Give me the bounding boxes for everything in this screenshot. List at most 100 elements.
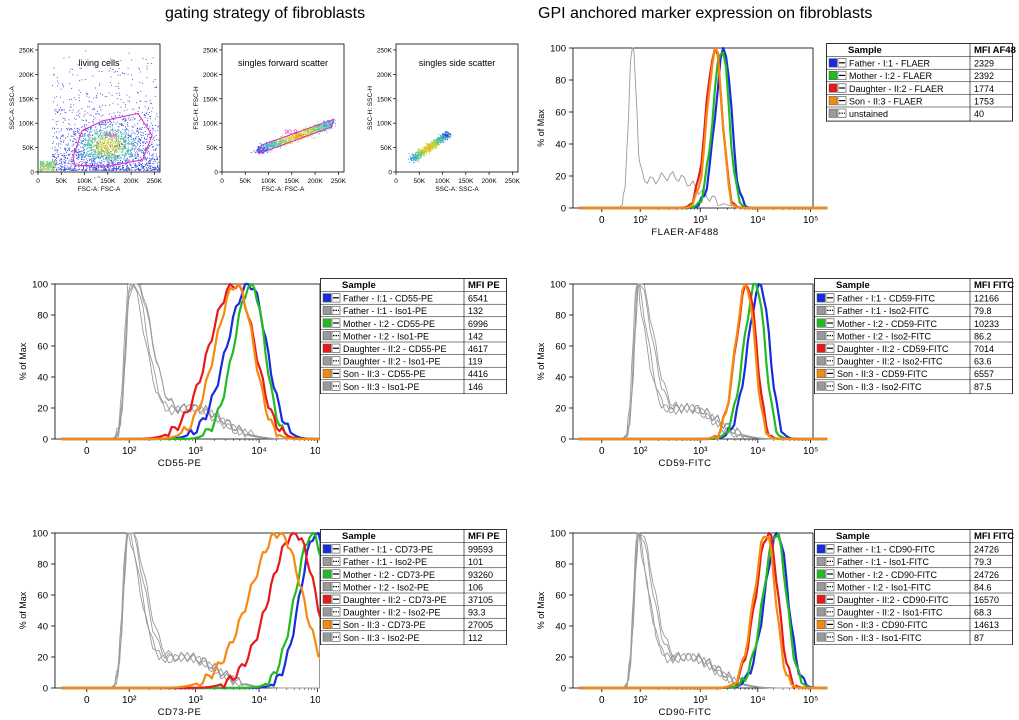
scatter-point (438, 140, 440, 142)
scatter-point (108, 141, 110, 143)
scatter-point (61, 161, 63, 163)
scatter-point (57, 138, 59, 140)
y-tick-label: 0 (30, 170, 34, 177)
scatter-point (140, 164, 142, 165)
scatter-point (124, 140, 126, 142)
scatter-point (117, 141, 119, 143)
x-tick-label: 50K (55, 178, 67, 185)
scatter-point (130, 84, 132, 86)
scatter-point (429, 150, 431, 152)
scatter-point (156, 162, 158, 164)
scatter-point (73, 131, 74, 133)
scatter-point (307, 129, 309, 131)
scatter-point (64, 148, 65, 150)
legend-series-name: Mother - I:2 - Iso1-FITC (837, 582, 932, 592)
scatter-point (96, 133, 98, 135)
scatter-point (306, 137, 308, 139)
scatter-point (128, 149, 130, 151)
scatter-point (67, 135, 69, 137)
scatter-point (94, 162, 96, 164)
scatter-point (84, 113, 86, 115)
scatter-point (157, 164, 159, 166)
scatter-point (152, 57, 154, 59)
scatter-point (142, 167, 144, 168)
scatter-point (63, 160, 65, 162)
scatter-point (139, 148, 141, 150)
scatter-point (113, 112, 115, 114)
scatter-point (97, 155, 99, 157)
scatter-point (281, 141, 283, 143)
scatter-point (77, 157, 79, 158)
scatter-point (80, 146, 82, 148)
scatter-point (111, 122, 113, 124)
scatter-point (149, 145, 151, 147)
scatter-point (422, 151, 424, 153)
scatter-point (140, 139, 142, 141)
scatter-point (84, 164, 86, 166)
scatter-point (448, 132, 450, 134)
x-tick-label: 0 (84, 695, 90, 706)
scatter-point (59, 147, 61, 149)
scatter-point (124, 145, 126, 147)
scatter-point (448, 133, 450, 135)
scatter-point (152, 169, 154, 171)
scatter-point (315, 130, 317, 132)
scatter-point (65, 160, 67, 162)
scatter-point (120, 151, 122, 153)
scatter-point (90, 129, 92, 131)
scatter-point (264, 144, 266, 146)
scatter-point (81, 67, 82, 69)
scatter-point (424, 146, 426, 148)
scatter-point (301, 133, 303, 135)
scatter-point (47, 169, 49, 171)
scatter-point (90, 143, 92, 145)
scatter-point (158, 168, 159, 170)
scatter-point (444, 135, 446, 137)
y-tick-label: 0 (561, 435, 566, 446)
scatter-point (250, 151, 252, 153)
scatter-point (274, 145, 276, 147)
scatter-point (132, 154, 134, 156)
scatter-point (321, 130, 323, 132)
scatter-point (284, 144, 286, 146)
y-tick-label: 80 (555, 311, 566, 322)
legend-mfi: 142 (468, 331, 483, 341)
scatter-point (414, 153, 416, 155)
scatter-point (125, 162, 127, 164)
scatter-point (81, 79, 83, 81)
scatter-point (88, 144, 90, 146)
scatter-point (81, 140, 83, 142)
scatter-point (107, 167, 109, 169)
scatter-point (319, 124, 321, 126)
scatter-point (289, 137, 291, 139)
scatter-point (59, 107, 61, 109)
scatter-point (64, 161, 66, 163)
scatter-point (422, 150, 424, 152)
legend-series-name: Mother - I:2 - CD55-PE (343, 319, 435, 329)
scatter-point (97, 141, 98, 143)
legend-series-name: Father - I:1 - Iso1-PE (343, 306, 427, 316)
scatter-point (68, 167, 70, 169)
scatter-point (115, 145, 117, 147)
scatter-point (80, 153, 82, 155)
scatter-point (150, 122, 152, 124)
scatter-point (71, 128, 73, 130)
scatter-point (147, 141, 149, 143)
scatter-point (421, 153, 423, 155)
x-axis-label: FSC-A: FSC-A (78, 186, 121, 193)
scatter-point (123, 159, 125, 161)
y-tick-label: 100 (550, 44, 566, 55)
scatter-point (87, 162, 89, 164)
scatter-point (108, 164, 110, 165)
scatter-point (257, 145, 259, 147)
scatter-point (446, 139, 448, 141)
scatter-point (417, 154, 419, 156)
scatter-point (319, 131, 321, 133)
legend-mfi: 27005 (468, 620, 493, 630)
scatter-point (144, 158, 146, 160)
scatter-point (46, 165, 48, 167)
scatter-point (441, 133, 443, 135)
plot-frame (572, 532, 814, 689)
scatter-point (105, 157, 107, 159)
scatter-point (135, 169, 137, 171)
